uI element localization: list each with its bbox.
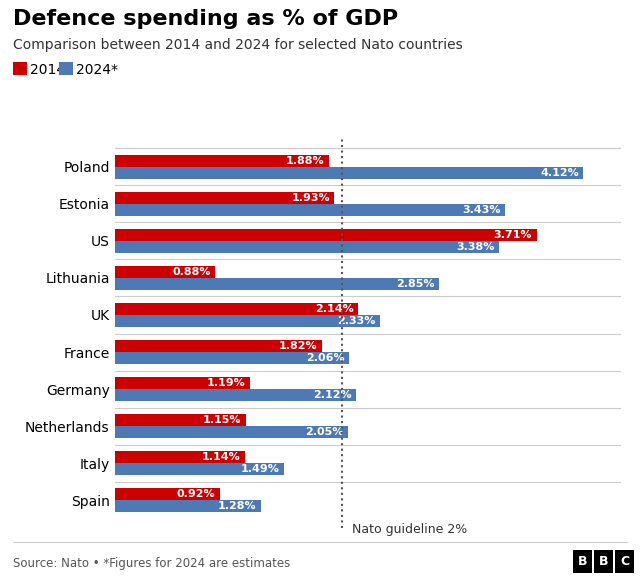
Text: 0.88%: 0.88% <box>172 267 211 277</box>
Bar <box>115 192 335 204</box>
Text: 1.19%: 1.19% <box>207 378 246 388</box>
Text: 1.49%: 1.49% <box>241 464 280 474</box>
Text: 3.43%: 3.43% <box>462 205 500 215</box>
Text: 2.14%: 2.14% <box>315 304 354 314</box>
Text: 0.92%: 0.92% <box>177 489 215 499</box>
Text: 3.71%: 3.71% <box>493 230 532 240</box>
Text: 2.85%: 2.85% <box>396 279 435 289</box>
Text: 1.82%: 1.82% <box>279 341 317 351</box>
Text: 2014: 2014 <box>30 63 65 77</box>
Text: 2.33%: 2.33% <box>337 316 376 326</box>
Text: 1.93%: 1.93% <box>291 193 330 203</box>
Bar <box>115 266 215 278</box>
Bar <box>115 488 220 500</box>
Bar <box>115 389 356 401</box>
Text: B: B <box>599 555 608 568</box>
Bar <box>115 229 537 241</box>
Text: C: C <box>620 555 629 568</box>
Bar <box>115 463 285 475</box>
Text: 4.12%: 4.12% <box>540 168 579 178</box>
Text: 2.06%: 2.06% <box>306 353 345 363</box>
Bar <box>115 315 380 327</box>
Bar <box>115 426 348 438</box>
Text: 1.14%: 1.14% <box>202 452 240 462</box>
Bar <box>115 204 505 216</box>
Bar <box>115 167 583 179</box>
Text: 2.05%: 2.05% <box>305 427 344 437</box>
Bar <box>115 340 322 352</box>
Bar <box>115 451 244 463</box>
Text: B: B <box>578 555 587 568</box>
Text: 3.38%: 3.38% <box>456 242 495 252</box>
Text: Nato guideline 2%: Nato guideline 2% <box>351 523 467 536</box>
Text: 1.88%: 1.88% <box>285 156 324 166</box>
Text: Source: Nato • *Figures for 2024 are estimates: Source: Nato • *Figures for 2024 are est… <box>13 557 290 570</box>
Bar <box>115 500 260 512</box>
Bar <box>115 278 439 290</box>
Bar <box>115 352 349 364</box>
Text: Comparison between 2014 and 2024 for selected Nato countries: Comparison between 2014 and 2024 for sel… <box>13 38 463 52</box>
Bar <box>115 241 499 253</box>
Text: 2024*: 2024* <box>76 63 118 77</box>
Bar <box>115 155 329 167</box>
Bar <box>115 377 250 389</box>
Text: 2.12%: 2.12% <box>313 390 351 400</box>
Text: 1.28%: 1.28% <box>218 501 256 511</box>
Text: 1.15%: 1.15% <box>203 415 241 425</box>
Bar <box>115 303 358 315</box>
Bar <box>115 414 246 426</box>
Text: Defence spending as % of GDP: Defence spending as % of GDP <box>13 9 398 28</box>
